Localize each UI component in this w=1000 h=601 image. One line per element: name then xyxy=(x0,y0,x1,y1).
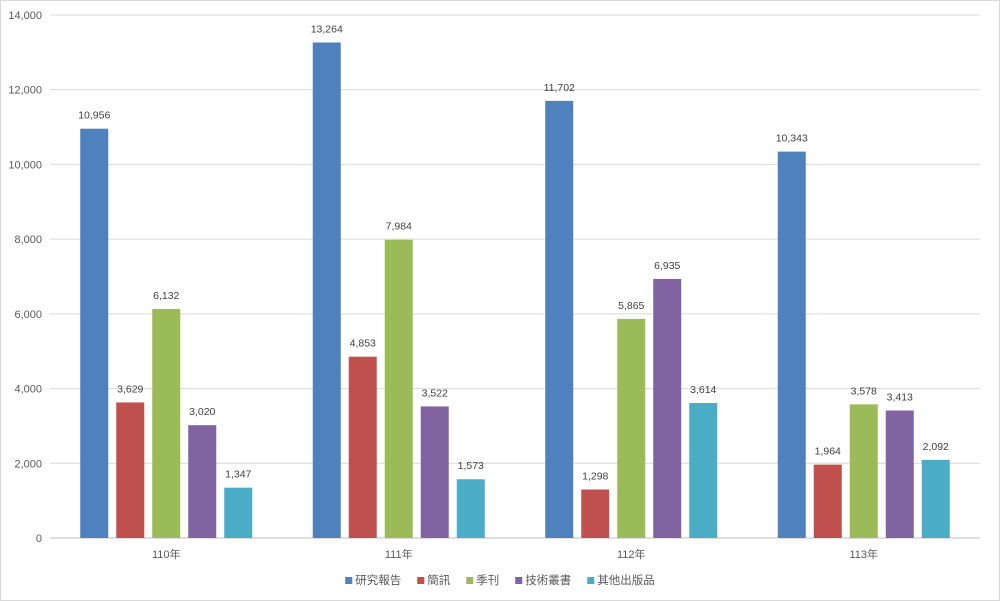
legend-label: 簡訊 xyxy=(427,573,450,587)
bars xyxy=(80,42,950,539)
bar xyxy=(545,100,574,539)
legend-item: 季刊 xyxy=(466,574,499,587)
y-tick-label: 0 xyxy=(36,533,42,545)
legend-item: 技術叢書 xyxy=(515,573,571,587)
data-label: 13,264 xyxy=(311,23,343,35)
bar xyxy=(188,425,217,538)
bar xyxy=(348,356,377,538)
bar xyxy=(384,239,413,538)
bar xyxy=(921,459,950,538)
legend-swatch xyxy=(515,577,523,584)
legend-swatch xyxy=(466,577,474,584)
data-label: 2,092 xyxy=(923,441,949,453)
data-label: 1,347 xyxy=(225,469,251,481)
y-tick-label: 14,000 xyxy=(8,10,42,22)
y-tick-label: 10,000 xyxy=(8,159,42,171)
data-label: 3,578 xyxy=(851,385,877,397)
data-label: 1,964 xyxy=(815,446,841,458)
data-label: 4,853 xyxy=(350,338,376,350)
data-label: 5,865 xyxy=(618,300,644,312)
legend-label: 技術叢書 xyxy=(525,573,571,587)
bar xyxy=(152,308,181,538)
x-tick-label: 112年 xyxy=(617,547,646,561)
legend-item: 簡訊 xyxy=(417,573,451,587)
bar xyxy=(689,402,718,538)
bar xyxy=(653,278,682,538)
data-label: 3,522 xyxy=(422,387,448,399)
data-label: 10,956 xyxy=(78,110,110,122)
bar xyxy=(456,479,485,538)
data-label: 3,629 xyxy=(117,383,143,395)
y-tick-label: 6,000 xyxy=(14,309,42,321)
bar xyxy=(420,406,449,538)
data-label: 6,935 xyxy=(654,260,680,272)
legend-swatch xyxy=(587,577,595,584)
data-label: 6,132 xyxy=(153,290,179,302)
data-label: 7,984 xyxy=(386,221,412,233)
x-tick-label: 111年 xyxy=(385,547,413,561)
y-axis-ticks: 0 2,000 4,000 6,000 8,000 10,000 12,000 14,000 xyxy=(8,10,42,545)
x-tick-label: 110年 xyxy=(152,547,181,561)
bar xyxy=(80,128,109,538)
x-tick-label: 113年 xyxy=(849,547,878,561)
legend-label: 季刊 xyxy=(476,574,499,587)
bar xyxy=(312,42,341,538)
legend-label: 其他出版品 xyxy=(597,573,655,587)
bar xyxy=(617,318,646,538)
bar xyxy=(885,410,914,538)
bar xyxy=(777,151,806,539)
legend-swatch xyxy=(417,577,425,584)
bar xyxy=(813,464,842,538)
data-label: 1,298 xyxy=(582,471,608,483)
legend-item: 研究報告 xyxy=(345,573,401,587)
legend-label: 研究報告 xyxy=(355,573,401,587)
y-tick-label: 8,000 xyxy=(14,234,42,246)
data-label: 3,614 xyxy=(690,384,716,396)
data-labels: 10,956 3,629 6,132 3,020 1,347 13,264 4,853 7,9… xyxy=(78,23,949,482)
legend-item: 其他出版品 xyxy=(587,573,655,587)
data-label: 3,413 xyxy=(887,392,913,404)
x-axis-ticks: 110年 111年 112年 113年 xyxy=(152,547,878,561)
data-label: 10,343 xyxy=(776,133,808,145)
data-label: 11,702 xyxy=(544,82,575,94)
legend-swatch xyxy=(345,577,353,584)
y-tick-label: 12,000 xyxy=(8,85,42,97)
bar xyxy=(224,487,253,538)
legend: 研究報告 簡訊 季刊 技術叢書 其他出版品 xyxy=(345,573,655,587)
data-label: 3,020 xyxy=(189,406,215,418)
bar xyxy=(581,489,610,538)
bar xyxy=(849,404,878,538)
y-tick-label: 2,000 xyxy=(14,458,42,470)
y-tick-label: 4,000 xyxy=(14,384,42,396)
data-label: 1,573 xyxy=(458,460,484,472)
bar xyxy=(116,402,145,538)
